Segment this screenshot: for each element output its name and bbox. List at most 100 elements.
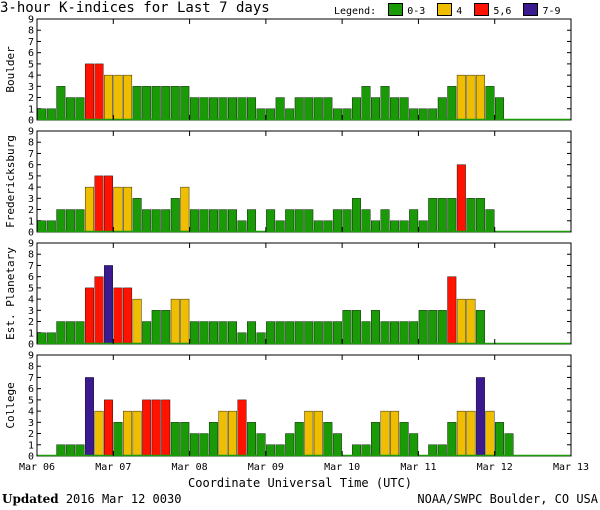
kp-bar — [56, 86, 66, 121]
kp-bar — [409, 209, 419, 233]
kp-bar — [151, 399, 161, 457]
kp-bar — [380, 209, 390, 233]
y-tick-label: 8 — [28, 250, 34, 261]
y-tick-label: 5 — [28, 283, 34, 294]
panel-label: Est. Planetary — [4, 247, 17, 340]
kp-bar — [304, 321, 314, 345]
kp-bar — [380, 86, 390, 121]
updated-label: Updated — [2, 492, 59, 506]
y-tick-label: 0 — [28, 116, 34, 127]
kp-bar — [418, 108, 428, 121]
kp-bar — [399, 321, 409, 345]
kp-bar — [390, 321, 400, 345]
panel-label: College — [4, 382, 17, 428]
kp-bar — [304, 97, 314, 121]
kp-bar — [361, 86, 371, 121]
kp-bar — [189, 433, 199, 457]
x-tick-label: Mar 13 — [553, 462, 589, 473]
kp-bar — [37, 220, 47, 233]
y-tick-label: 0 — [28, 452, 34, 463]
kp-bar — [94, 175, 104, 233]
kp-bar — [94, 63, 104, 121]
kp-bar — [285, 108, 295, 121]
kp-bar — [466, 298, 476, 345]
kp-bar — [351, 97, 361, 121]
kp-bar — [142, 399, 152, 457]
y-tick-label: 9 — [28, 15, 34, 26]
kp-bar — [409, 108, 419, 121]
y-tick-label: 8 — [28, 138, 34, 149]
kp-bar — [342, 310, 352, 345]
kp-bar — [437, 310, 447, 345]
kp-bar — [65, 209, 75, 233]
kp-bar — [170, 298, 180, 345]
legend-item-7-9: 7-9 — [542, 6, 561, 17]
kp-bar — [161, 310, 171, 345]
y-tick-label: 6 — [28, 48, 34, 59]
kp-bar — [113, 422, 123, 457]
kp-bar — [123, 287, 133, 345]
kp-bar — [266, 108, 276, 121]
kp-bar — [228, 209, 237, 233]
kp-bar — [46, 108, 56, 121]
kp-bar — [294, 321, 304, 345]
kp-bar — [94, 410, 104, 457]
kp-bar — [428, 310, 438, 345]
kp-bar — [437, 444, 447, 457]
y-tick-label: 7 — [28, 261, 34, 272]
legend-swatch-0-3 — [388, 3, 404, 16]
kp-bar — [428, 444, 438, 457]
kp-bar — [495, 422, 504, 457]
kp-bar — [228, 97, 237, 121]
kp-bar — [161, 209, 171, 233]
y-tick-label: 0 — [28, 340, 34, 351]
kp-bar — [323, 97, 333, 121]
k-index-chart: 0123456789Boulder0123456789Fredericksbur… — [4, 15, 589, 474]
kp-bar — [466, 74, 476, 121]
x-tick-label: Mar 07 — [95, 462, 131, 473]
y-tick-label: 1 — [28, 440, 34, 451]
x-tick-label: Mar 10 — [324, 462, 360, 473]
kp-bar — [247, 209, 257, 233]
kp-bar — [180, 298, 190, 345]
kp-bar — [123, 74, 133, 121]
kp-bar — [123, 186, 133, 233]
kp-bar — [180, 422, 190, 457]
kp-bar — [466, 198, 476, 233]
legend: Legend: 0-3 4 5,6 7-9 — [334, 3, 561, 17]
y-tick-label: 3 — [28, 418, 34, 429]
kp-bar — [399, 220, 409, 233]
kp-bar — [304, 209, 314, 233]
kp-bar — [104, 265, 113, 345]
kp-bar — [266, 321, 276, 345]
kp-bar — [94, 276, 104, 345]
y-tick-label: 6 — [28, 272, 34, 283]
kp-bar — [199, 97, 209, 121]
kp-bar — [208, 422, 218, 457]
y-tick-label: 4 — [28, 407, 34, 418]
y-tick-label: 2 — [28, 429, 34, 440]
kp-bar — [151, 209, 161, 233]
kp-bar — [113, 186, 123, 233]
kp-bar — [113, 74, 123, 121]
kp-bar — [84, 186, 94, 233]
kp-bar — [65, 321, 75, 345]
y-tick-label: 8 — [28, 362, 34, 373]
kp-bar — [409, 433, 419, 457]
kp-bar — [456, 74, 466, 121]
kp-bar — [475, 74, 485, 121]
kp-bar — [275, 220, 285, 233]
kp-bar — [475, 377, 485, 457]
legend-item-5-6: 5,6 — [493, 6, 512, 17]
y-tick-label: 7 — [28, 149, 34, 160]
kp-bar — [428, 198, 438, 233]
y-tick-label: 6 — [28, 384, 34, 395]
kp-bar — [447, 422, 457, 457]
kp-bar — [371, 422, 380, 457]
kp-bar — [275, 321, 285, 345]
kp-bar — [485, 86, 495, 121]
kp-bar — [437, 198, 447, 233]
kp-bar — [371, 220, 380, 233]
kp-bar — [485, 209, 495, 233]
kp-bar — [208, 209, 218, 233]
